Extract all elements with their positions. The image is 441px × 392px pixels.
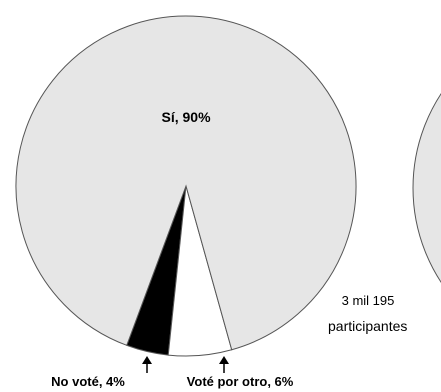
slice-label-no-vote: No voté, 4% — [51, 374, 125, 389]
second-pie-partial — [412, 93, 441, 283]
arrow-no-vote — [142, 356, 152, 373]
main-pie — [15, 15, 357, 357]
slice-label-si: Sí, 90% — [161, 109, 211, 125]
slice-si — [15, 15, 357, 351]
participants-count: 3 mil 195 — [342, 293, 395, 308]
participants-label: participantes — [328, 318, 407, 334]
slice-label-other-vote: Voté por otro, 6% — [187, 374, 294, 389]
second-pie-slice — [412, 93, 441, 283]
arrow-other-vote — [219, 356, 229, 373]
